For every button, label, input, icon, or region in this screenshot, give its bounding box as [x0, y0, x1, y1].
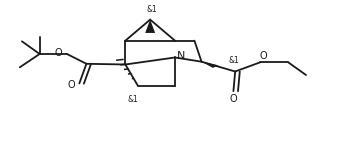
- Text: O: O: [230, 94, 237, 104]
- Text: N: N: [177, 51, 186, 61]
- Text: O: O: [54, 48, 62, 58]
- Polygon shape: [201, 62, 218, 68]
- Text: O: O: [68, 80, 75, 90]
- Text: &1: &1: [147, 5, 157, 14]
- Polygon shape: [145, 20, 155, 33]
- Text: O: O: [260, 51, 267, 61]
- Text: &1: &1: [127, 95, 138, 104]
- Text: &1: &1: [228, 56, 239, 65]
